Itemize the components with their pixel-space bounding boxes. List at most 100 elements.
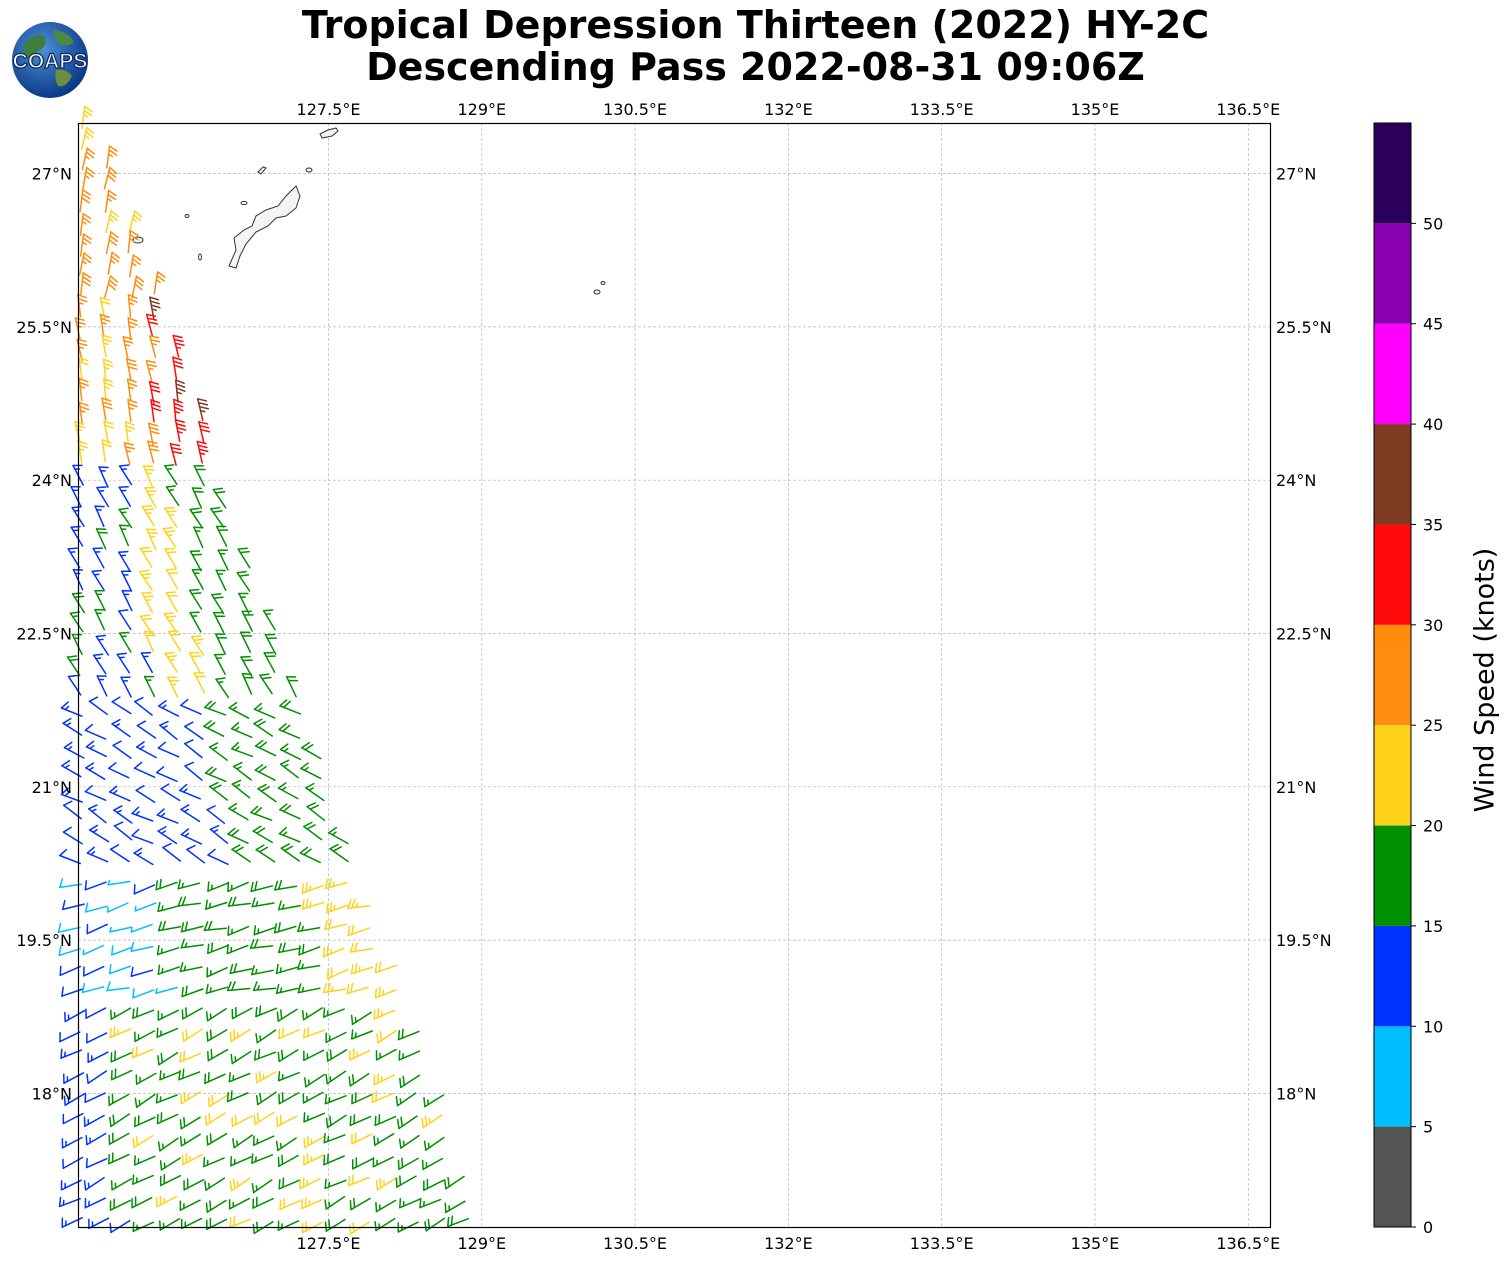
wind-barb [144,486,157,508]
colorbar-bin [1374,725,1411,826]
island [593,289,601,295]
wind-barb [229,963,253,975]
wind-barb [254,764,276,781]
colorbar-tick-label: 5 [1423,1118,1433,1137]
lat-tick-label-right: 24°N [1276,471,1316,490]
wind-barb [322,1007,345,1018]
wind-barb [205,983,229,995]
wind-barb [172,356,184,380]
wind-barb [62,1112,84,1125]
wind-barb [278,723,301,739]
wind-barb [134,696,153,716]
wind-barb [208,742,228,761]
lat-tick-label-left: 18°N [32,1084,72,1103]
colorbar-tick-label: 50 [1423,214,1443,233]
wind-barb [238,592,250,614]
wind-barb [141,592,154,614]
wind-barb [156,945,180,956]
wind-barb [191,487,204,509]
wind-barb [110,1178,132,1191]
wind-barb [324,1218,346,1232]
wind-barb [239,631,253,653]
wind-barb [127,294,138,318]
wind-barb [63,1093,85,1106]
wind-barb [180,828,203,845]
colorbar-tick-label: 35 [1423,515,1443,534]
wind-barb [70,485,82,508]
wind-barb [130,923,153,933]
lon-tick-label-bottom: 136.5°E [1216,1234,1280,1253]
wind-barb [106,145,118,169]
colorbar-bin [1374,323,1411,425]
wind-barb [277,782,299,800]
wind-barb [206,1029,228,1042]
wind-barb [397,1221,419,1233]
wind-barb [107,251,121,275]
wind-barb [214,653,226,675]
wind-barb [118,550,131,572]
wind-barb [228,1072,251,1083]
wind-barb [179,1199,201,1211]
wind-barb [80,126,95,150]
lon-tick-label-bottom: 130.5°E [603,1234,667,1253]
wind-barb [227,925,250,936]
colorbar-bin [1374,624,1411,726]
wind-barb [74,317,86,341]
wind-barb [228,1197,250,1210]
wind-barb [118,524,130,547]
wind-barb [232,761,252,781]
wind-barb [303,1049,325,1062]
wind-barb [148,422,160,446]
wind-barb [59,848,82,865]
wind-barb [326,1049,348,1062]
wind-barb [67,547,81,569]
wind-barb [191,635,205,657]
wind-barb [174,419,187,443]
wind-barb [347,1174,370,1187]
wind-barb [79,233,92,257]
wind-barb [350,962,374,975]
wind-barb [111,718,131,738]
wind-barb [155,878,178,891]
wind-barb [251,1179,273,1194]
wind-barb [98,466,109,488]
wind-barb [230,1156,252,1167]
wind-barb [108,963,132,975]
wind-barb [88,696,108,716]
wind-barb [232,1134,253,1149]
wind-barb [237,547,251,569]
wind-barb [60,1179,83,1191]
wind-barb [85,1007,107,1019]
wind-barb [273,922,297,934]
wind-barb [252,825,273,844]
wind-barb [96,486,110,508]
wind-barb [306,802,326,822]
wind-barb [109,844,130,863]
wind-barb [132,1007,155,1019]
wind-barb [226,1090,249,1103]
wind-barb [155,1093,178,1104]
wind-barb [78,357,89,381]
wind-barb [135,1072,157,1085]
wind-barb [105,209,119,233]
wind-barb [240,655,253,678]
wind-barb [193,465,206,487]
wind-barb [193,526,204,549]
wind-barb [301,1220,323,1234]
wind-barb [252,1196,274,1209]
wind-barb [251,897,275,908]
wind-barb [168,630,181,652]
wind-barb [186,844,206,864]
wind-barb [206,1132,228,1146]
wind-barb [62,1072,85,1084]
wind-barb [177,896,201,907]
wind-barb [231,844,251,863]
wind-barb [275,963,299,975]
wind-barb [62,899,85,911]
wind-barb [373,1133,395,1146]
wind-barb [371,1091,394,1103]
wind-barb [143,675,156,698]
wind-barb [148,380,161,405]
wind-barb [157,901,181,913]
wind-barbs [57,105,470,1235]
